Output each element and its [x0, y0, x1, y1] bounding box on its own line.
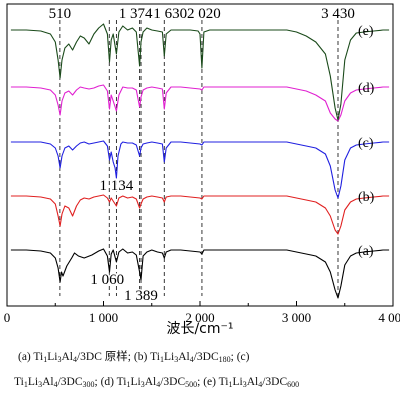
caption-b: (b) Ti1Li3Al4/3DC180; [133, 351, 234, 364]
series-label: (a) [358, 244, 374, 259]
x-tick-label: 4 000 [378, 310, 400, 325]
reference-labels: 510 1 060 1 134 1 374 1 389 1 630 2 020 3 430 [47, 5, 356, 306]
caption-line-1: (a) Ti1Li3Al4/3DC 原样; (b) Ti1Li3Al4/3DC1… [18, 350, 249, 364]
ftir-chart: 510 1 060 1 134 1 374 1 389 1 630 2 020 3 430 (… [4, 3, 400, 337]
spectrum-line [10, 23, 390, 121]
caption-c: Ti1Li3Al4/3DC300; [14, 376, 98, 389]
reference-label: 2 020 [187, 6, 221, 22]
reference-label: 1 630 [153, 6, 187, 22]
caption-line-2: Ti1Li3Al4/3DC300; (d) Ti1Li3Al4/3DC500; … [14, 375, 299, 389]
reference-label: 3 430 [321, 6, 355, 22]
spectrum-line [10, 140, 390, 199]
series-label: (d) [358, 81, 375, 96]
spectrum-line [10, 194, 390, 235]
caption-a: (a) Ti1Li3Al4/3DC 原样; [18, 351, 131, 364]
series-labels: (a) (b) (c) (d) (e) [358, 24, 375, 259]
spectrum-line [10, 248, 390, 299]
caption-d: (d) Ti1Li3Al4/3DC500; [100, 376, 201, 389]
series-label: (b) [358, 190, 375, 205]
reference-label: 1 134 [100, 178, 134, 194]
x-tick-label: 1 000 [89, 310, 118, 325]
reference-label: 1 389 [124, 288, 158, 304]
reference-label: 1 060 [90, 272, 124, 288]
x-axis: 0 1 000 2 000 3 000 4 000 [4, 301, 400, 325]
x-tick-label: 2 000 [185, 310, 214, 325]
spectra [10, 23, 390, 299]
x-tick-label: 3 000 [282, 310, 311, 325]
caption-e: (e) Ti1Li3Al4/3DC600 [203, 376, 300, 389]
x-axis-label: 波长/cm⁻¹ [166, 321, 233, 337]
spectrum-line [10, 84, 390, 122]
x-tick-label: 0 [4, 310, 11, 325]
reference-label: 1 374 [119, 6, 153, 22]
reference-lines [59, 20, 339, 296]
caption-c-label: (c) [236, 351, 250, 363]
series-label: (c) [358, 136, 374, 151]
reference-label: 510 [49, 6, 72, 22]
series-label: (e) [358, 24, 374, 39]
